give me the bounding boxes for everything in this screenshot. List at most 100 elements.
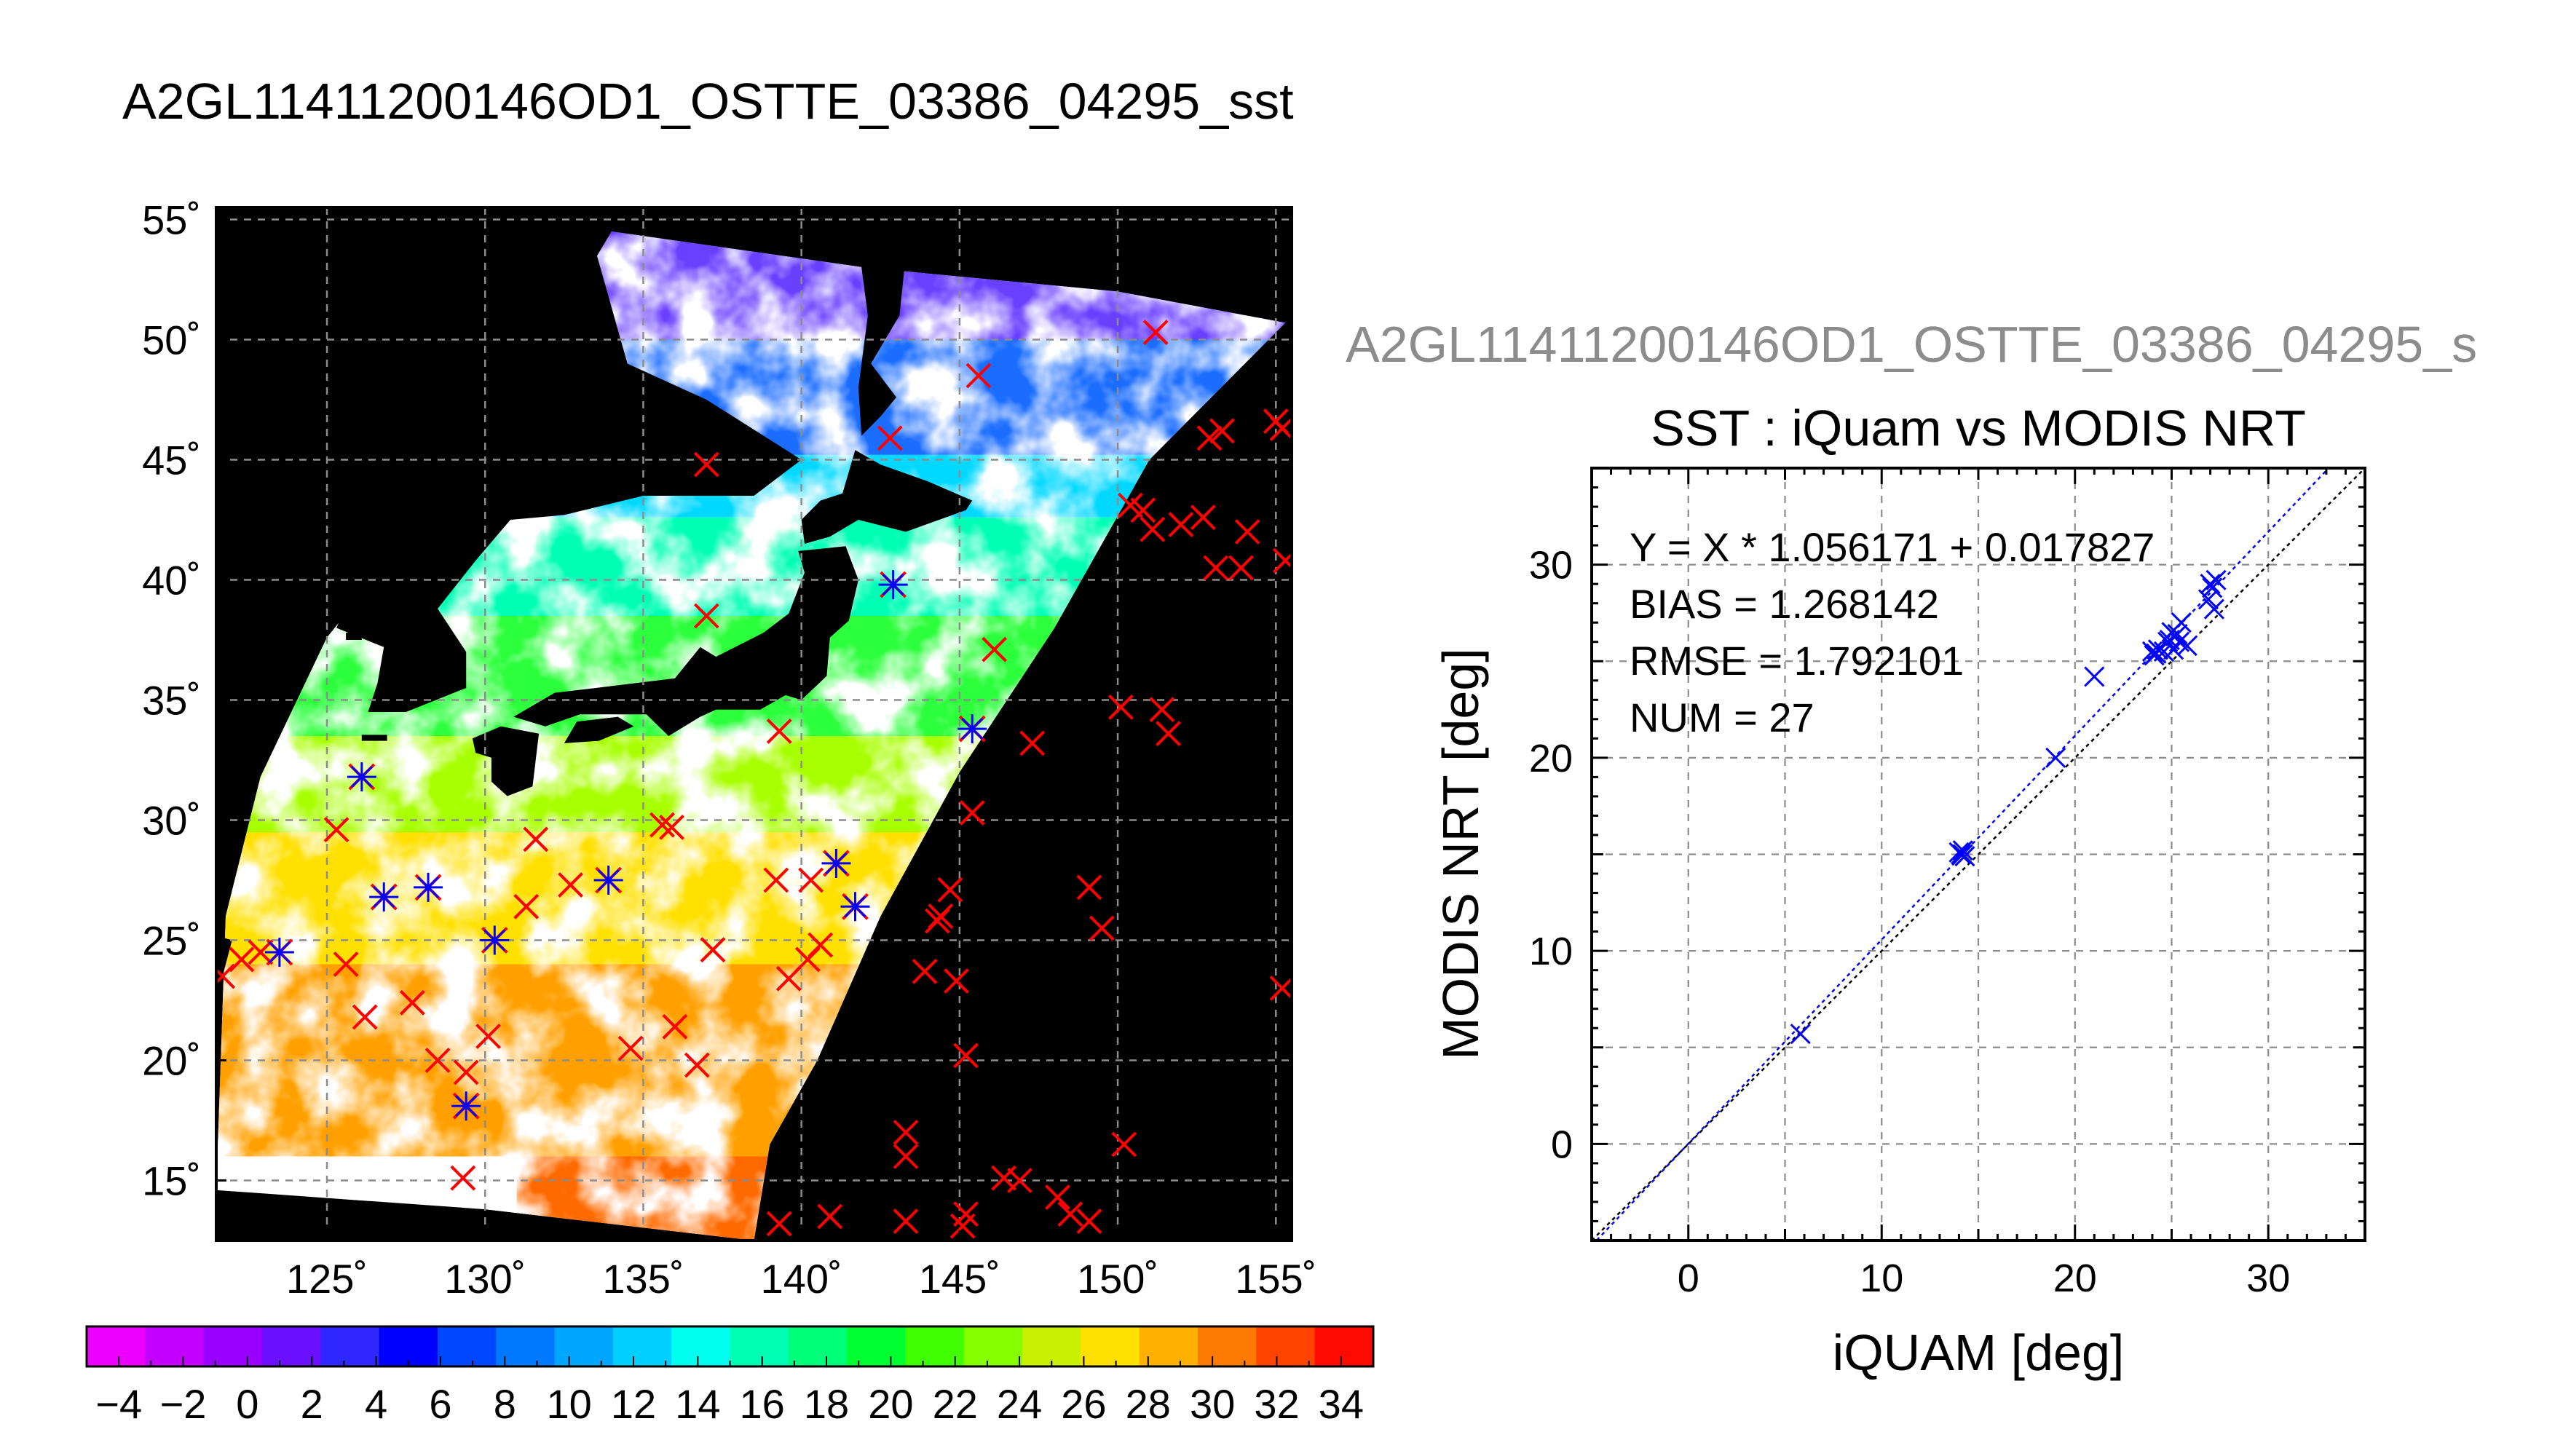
iquam-marker [662, 1013, 688, 1040]
map-y-tick-label: 35˚ [142, 678, 201, 724]
iquam-marker [1019, 730, 1046, 756]
map-panel: 125˚ 130˚ 135˚ 140˚ 145˚ 150˚ 155˚ 55˚ 50˚ 45˚ 40˚… [142, 197, 1316, 1302]
colorbar-tick-label: 28 [1126, 1381, 1171, 1427]
iquam-marker [798, 867, 824, 893]
land-shikoku [564, 716, 634, 743]
colorbar-tick-label: 32 [1254, 1381, 1299, 1427]
map-x-tick-label: 145˚ [919, 1256, 1000, 1302]
colorbar-tick-label: 8 [494, 1381, 516, 1427]
matchup-marker [840, 892, 870, 922]
scatter-title: SST : iQuam vs MODIS NRT [1651, 400, 2306, 456]
map-y-tick-label: 40˚ [142, 558, 201, 604]
land-honshu [513, 546, 858, 736]
iquam-marker [763, 867, 789, 893]
iquam-marker [1269, 976, 1292, 1001]
scatter-point [2045, 747, 2066, 768]
colorbar-tick-label: 10 [546, 1381, 591, 1427]
matchup-marker [821, 848, 851, 878]
iquam-marker [877, 425, 903, 451]
colorbar-cell [788, 1326, 848, 1366]
iquam-marker [766, 1211, 792, 1237]
iquam-marker [229, 946, 255, 973]
colorbar-cell [963, 1326, 1023, 1366]
iquam-marker [1209, 418, 1235, 444]
scatter-y-axis-label: MODIS NRT [deg] [1432, 648, 1489, 1059]
scatter-point [1952, 840, 1973, 861]
iquam-marker [1234, 519, 1260, 545]
iquam-marker [949, 1213, 976, 1239]
iquam-marker [693, 451, 719, 478]
matchup-marker [480, 925, 510, 955]
scatter-point [1952, 844, 1973, 865]
colorbar: −4 −2 0 2 4 6 8 10 12 14 16 18 20 22 24 26 28 30 32 34 [85, 1325, 1375, 1427]
colorbar-tick-label: 20 [868, 1381, 913, 1427]
scatter-point [2167, 624, 2188, 645]
map-y-tick-label: 50˚ [142, 317, 201, 363]
land-korea-west-islands [346, 633, 362, 640]
iquam-marker [817, 1203, 843, 1230]
colorbar-cell [379, 1326, 438, 1366]
colorbar-cell [671, 1326, 730, 1366]
land-kyushu [472, 726, 540, 796]
matchup-marker [957, 714, 987, 744]
colorbar-tick-label: 16 [740, 1381, 785, 1427]
iquam-marker [523, 826, 549, 852]
iquam-marker [1142, 320, 1169, 346]
matchup-marker [451, 1091, 481, 1121]
scatter-point [1948, 842, 1970, 863]
colorbar-cell [437, 1326, 497, 1366]
iquam-marker [659, 814, 684, 840]
iquam-marker [558, 872, 583, 898]
colorbar-cell [847, 1326, 906, 1366]
colorbar-cell [496, 1326, 556, 1366]
scatter-grid [1592, 468, 2365, 1241]
iquam-marker [982, 636, 1008, 662]
scatter-point [2153, 641, 2174, 662]
colorbar-tick-label: 6 [429, 1381, 451, 1427]
scatter-lines [1592, 468, 2365, 1241]
matchup-marker [593, 866, 623, 895]
colorbar-tick-label: 0 [236, 1381, 258, 1427]
matchup-marker [878, 570, 908, 600]
scatter-annotation: NUM = 27 [1630, 695, 1814, 740]
iquam-marker [893, 1208, 919, 1235]
scatter-gray-title: A2GL11411200146OD1_OSTTE_03386_04295_s [1346, 316, 2477, 373]
iquam-marker [333, 951, 359, 977]
colorbar-cell [1081, 1326, 1140, 1366]
colorbar-cell [87, 1326, 146, 1366]
scatter-x-tick-label: 20 [2053, 1257, 2097, 1300]
land-hokkaido [801, 450, 973, 544]
scatter-annotation: RMSE = 1.792101 [1630, 638, 1964, 684]
map-markers [216, 320, 1292, 1239]
iquam-marker [1190, 505, 1216, 531]
iquam-marker [450, 1165, 476, 1191]
colorbar-tick-label: 34 [1319, 1381, 1364, 1427]
iquam-marker [453, 1059, 479, 1085]
colorbar-tick-label: 18 [804, 1381, 849, 1427]
iquam-marker [475, 1024, 502, 1049]
iquam-marker [649, 812, 675, 838]
iquam-marker [1130, 497, 1156, 523]
iquam-marker [617, 1035, 644, 1061]
scatter-ticks: 0 10 20 30 0 10 20 30 [1529, 467, 2366, 1300]
iquam-marker [1196, 425, 1223, 451]
land-jeju [361, 735, 387, 741]
scatter-annotation: BIAS = 1.268142 [1630, 581, 1939, 627]
colorbar-cell [1256, 1326, 1316, 1366]
colorbar-cell [145, 1326, 205, 1366]
iquam-marker [991, 1165, 1017, 1191]
colorbar-cell [1314, 1326, 1374, 1366]
iquam-marker [693, 603, 719, 629]
scatter-point [1790, 1024, 1811, 1045]
colorbar-tick-label: 14 [675, 1381, 720, 1427]
scatter-point [2197, 589, 2219, 610]
colorbar-cell [203, 1326, 263, 1366]
iquam-marker [1108, 694, 1134, 720]
iquam-marker [399, 989, 425, 1016]
iquam-marker [1076, 874, 1102, 901]
iquam-marker [513, 893, 540, 919]
iquam-marker [912, 958, 938, 984]
scatter-x-axis-label: iQUAM [deg] [1833, 1324, 2125, 1381]
map-x-tick-label: 130˚ [444, 1256, 526, 1302]
iquam-marker [944, 968, 969, 994]
